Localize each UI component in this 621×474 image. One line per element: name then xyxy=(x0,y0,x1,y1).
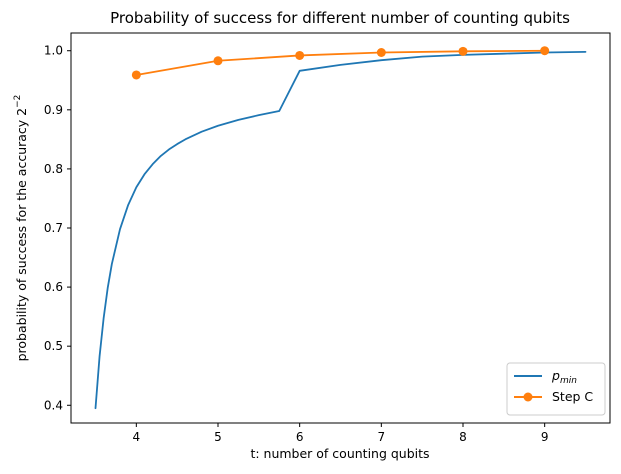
chart-title: Probability of success for different num… xyxy=(110,9,570,27)
x-tick-label: 6 xyxy=(296,430,304,444)
data-point-stepc xyxy=(131,70,141,80)
x-axis: 4 5 6 7 8 9 xyxy=(133,423,549,444)
y-tick-label: 1.0 xyxy=(44,44,63,58)
data-point-stepc xyxy=(540,46,550,56)
x-axis-label: t: number of counting qubits xyxy=(250,446,429,461)
series-line-stepc xyxy=(135,49,546,76)
legend-label-pmin-sub: min xyxy=(560,376,577,386)
y-axis-label-superscript: −2 xyxy=(13,95,23,108)
x-tick-label: 5 xyxy=(214,430,222,444)
x-tick-label: 4 xyxy=(133,430,141,444)
x-tick-label: 7 xyxy=(378,430,386,444)
x-tick-label: 9 xyxy=(541,430,549,444)
data-point-stepc xyxy=(376,48,386,57)
y-tick-label: 0.5 xyxy=(44,339,63,353)
x-tick-label: 8 xyxy=(459,430,467,444)
y-tick-label: 0.7 xyxy=(44,221,63,235)
y-tick-label: 0.9 xyxy=(44,103,63,117)
y-axis-label: probability of success for the accuracy … xyxy=(13,95,29,362)
legend: pmin Step C xyxy=(506,362,606,416)
y-axis: 0.4 0.5 0.6 0.7 0.8 0.9 1.0 xyxy=(44,44,71,412)
y-tick-label: 0.4 xyxy=(44,398,63,412)
legend-label-pmin-main: p xyxy=(551,368,560,383)
data-point-stepc xyxy=(213,56,223,66)
y-tick-label: 0.6 xyxy=(44,280,63,294)
y-axis-label-main: probability of success for the accuracy … xyxy=(14,108,29,362)
series-line-pmin xyxy=(94,51,587,410)
data-point-stepc xyxy=(295,50,305,60)
y-tick-label: 0.8 xyxy=(44,162,63,176)
legend-label-pmin: pmin xyxy=(551,368,577,386)
series-layer xyxy=(94,46,587,410)
legend-label-stepc: Step C xyxy=(552,389,593,404)
data-point-stepc xyxy=(458,46,468,56)
legend-marker-stepc xyxy=(523,392,533,402)
